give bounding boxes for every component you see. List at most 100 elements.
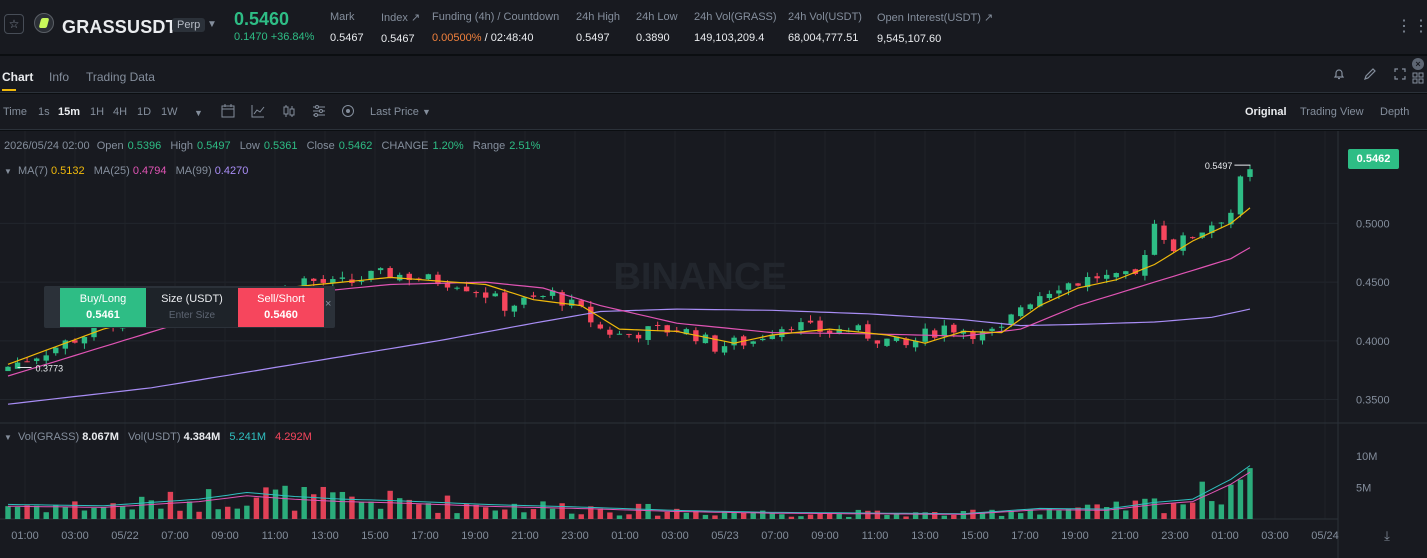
volume-bar <box>798 516 804 519</box>
vol-ma1-value: 5.241M <box>229 431 267 443</box>
candlestick-chart[interactable]: BINANCE 0.5000 0.4500 0.4000 0.3500 10M 5M 01:0… <box>0 131 1427 558</box>
candle-body <box>626 333 632 335</box>
favorite-star-icon[interactable]: ☆ <box>4 14 24 34</box>
volume-bar <box>1142 498 1148 519</box>
stat-index[interactable]: Index ↗ 0.5467 <box>381 11 420 45</box>
candle-body <box>903 338 909 346</box>
volume-bar <box>5 506 11 519</box>
timeframe-dropdown-icon[interactable]: ▼ <box>194 108 203 118</box>
view-trading-view[interactable]: Trading View <box>1300 106 1364 118</box>
time-tick-label: 23:00 <box>1161 530 1189 542</box>
candle-body <box>702 334 709 344</box>
timeframe-4h[interactable]: 4H <box>113 106 128 118</box>
more-dots-icon[interactable]: ⋮⋮⋮ <box>1396 18 1427 35</box>
ma99-label: MA(99) <box>175 165 212 177</box>
volume-bar <box>702 514 709 519</box>
ma25-label: MA(25) <box>93 165 130 177</box>
chevron-down-icon[interactable]: ▼ <box>207 19 217 30</box>
view-original[interactable]: Original <box>1245 106 1287 118</box>
volume-tick-label: 10M <box>1356 451 1377 463</box>
scroll-to-latest-icon[interactable]: ⤓ <box>1384 529 1390 544</box>
chart-area[interactable]: BINANCE 0.5000 0.4500 0.4000 0.3500 10M 5M 01:0… <box>0 131 1427 558</box>
time-tick-label: 05/22 <box>111 530 139 542</box>
time-tick-label: 19:00 <box>1061 530 1089 542</box>
collapse-caret-icon[interactable]: ▼ <box>4 433 12 442</box>
ohlc-open: 0.5396 <box>127 140 162 152</box>
stat-label: Index ↗ <box>381 12 421 24</box>
edit-pencil-icon[interactable] <box>1362 67 1378 83</box>
time-tick-label: 05/24 <box>1311 530 1339 542</box>
volume-bar <box>1237 479 1244 519</box>
settings-list-icon[interactable] <box>311 103 327 119</box>
volume-bar <box>1027 509 1033 519</box>
volume-bar <box>979 512 986 519</box>
volume-bar <box>148 500 155 519</box>
volume-bar <box>521 512 527 519</box>
calendar-icon[interactable] <box>220 103 236 119</box>
candle-body <box>454 287 460 289</box>
candle-body <box>368 270 374 280</box>
stat-label: 24h Vol(USDT) <box>788 11 862 23</box>
ohlc-legend: 2026/05/24 02:00 Open 0.5396 High 0.5497 L… <box>4 140 546 152</box>
tab-trading-data[interactable]: Trading Data <box>86 70 155 84</box>
volume-bar <box>425 503 432 519</box>
candle-body <box>1075 283 1081 286</box>
volume-bar <box>511 503 518 519</box>
timeframe-time[interactable]: Time <box>3 106 28 118</box>
volume-bar <box>1132 500 1139 519</box>
volume-bar <box>989 509 995 519</box>
candle-type-icon[interactable] <box>281 103 297 119</box>
volume-bar <box>1228 484 1234 519</box>
time-tick-label: 15:00 <box>961 530 989 542</box>
volume-bar <box>1123 510 1129 519</box>
tab-chart[interactable]: Chart <box>2 70 34 91</box>
grass-logo-icon <box>34 13 54 33</box>
ma-legend: ▼ MA(7) 0.5132 MA(25) 0.4794 MA(99) 0.42… <box>4 165 248 177</box>
close-icon[interactable]: × <box>325 298 332 310</box>
volume-bar <box>922 512 928 519</box>
time-tick-label: 03:00 <box>61 530 89 542</box>
size-input[interactable]: Size (USDT) Enter Size <box>146 288 238 327</box>
candle-body <box>358 280 365 282</box>
volume-bar <box>865 510 871 519</box>
candle-body <box>893 336 900 341</box>
ma7-value: 0.5132 <box>51 165 85 177</box>
timeframe-1h[interactable]: 1H <box>90 106 105 118</box>
price-type-select[interactable]: Last Price ▼ <box>370 106 431 118</box>
candle-body <box>549 290 556 296</box>
collapse-caret-icon[interactable]: ▼ <box>4 167 12 176</box>
candle-body <box>979 331 986 341</box>
candle-body <box>884 338 890 346</box>
candle-body <box>769 334 776 340</box>
expand-icon[interactable] <box>1392 67 1408 83</box>
timeframe-1w[interactable]: 1W <box>161 106 178 118</box>
candle-body <box>1084 277 1091 288</box>
volume-bar <box>282 485 288 519</box>
view-depth[interactable]: Depth <box>1380 106 1410 118</box>
volume-bar <box>1075 507 1081 519</box>
stat-open-interest[interactable]: Open Interest(USDT) ↗ 9,545,107.60 <box>877 11 993 45</box>
vol-usdt-label: Vol(USDT) <box>127 431 181 443</box>
target-icon[interactable] <box>340 103 356 119</box>
volume-bar <box>339 491 346 519</box>
volume-bar <box>721 511 728 519</box>
bell-icon[interactable] <box>1331 67 1347 83</box>
layout-grid-icon[interactable] <box>1410 71 1426 87</box>
tab-info[interactable]: Info <box>49 70 70 84</box>
sell-short-button[interactable]: Sell/Short 0.5460 <box>238 288 324 327</box>
candle-body <box>1151 223 1158 255</box>
timeframe-1d[interactable]: 1D <box>137 106 152 118</box>
symbol-name[interactable]: GRASSUSDT <box>62 17 177 37</box>
timeframe-15m[interactable]: 15m <box>58 106 81 118</box>
time-tick-label: 05/23 <box>711 530 739 542</box>
buy-price: 0.5461 <box>86 309 120 321</box>
volume-bar <box>91 507 97 519</box>
time-tick-label: 11:00 <box>262 530 289 542</box>
buy-long-button[interactable]: Buy/Long 0.5461 <box>60 288 146 327</box>
indicator-line-icon[interactable] <box>250 103 266 119</box>
stat-value: 0.00500% / 02:48:40 <box>432 32 559 44</box>
volume-bar <box>435 512 441 519</box>
close-icon[interactable]: × <box>1412 58 1424 70</box>
timeframe-1s[interactable]: 1s <box>38 106 50 118</box>
ohlc-close: 0.5462 <box>338 140 373 152</box>
